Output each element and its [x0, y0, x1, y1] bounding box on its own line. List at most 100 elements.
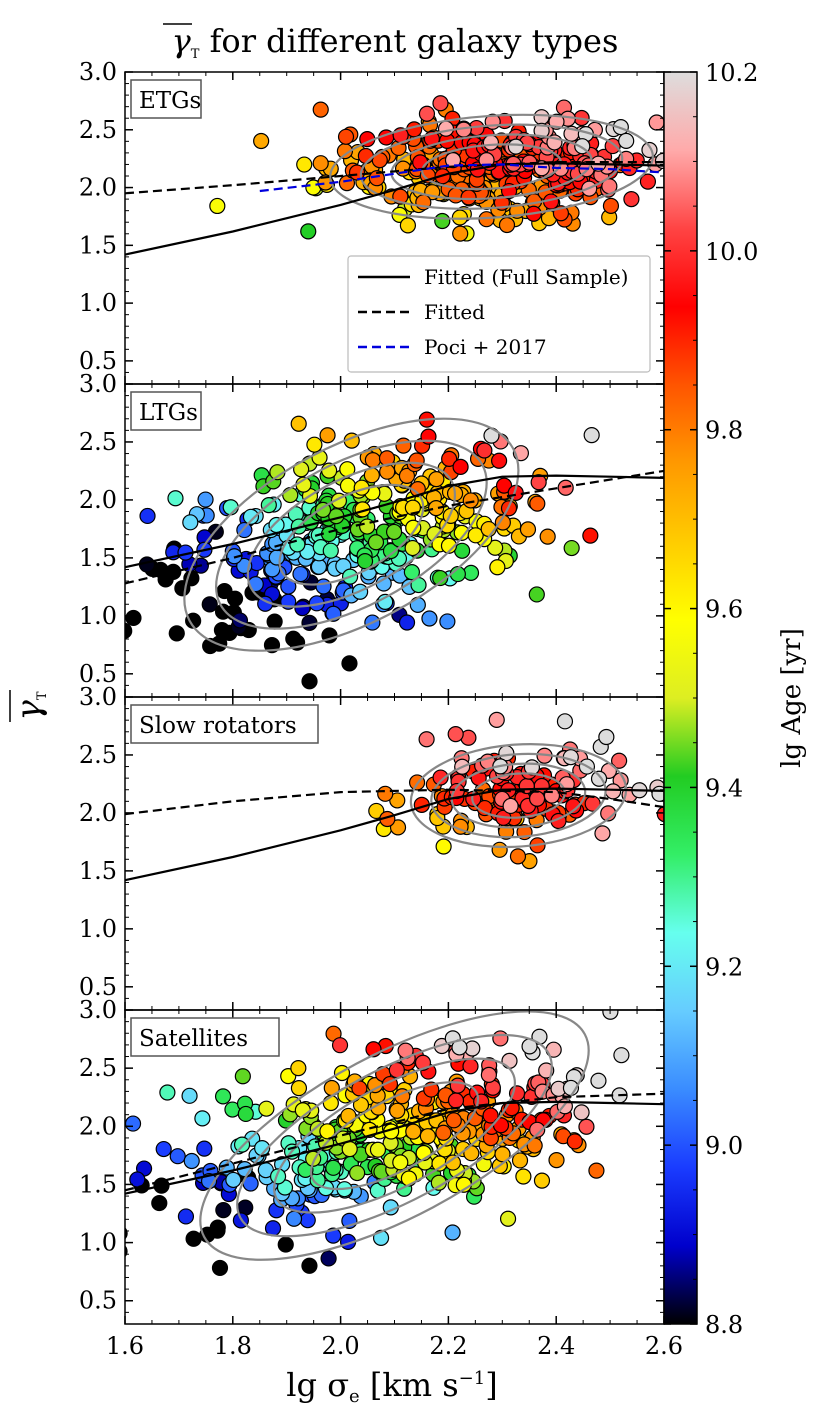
density-contour	[450, 762, 587, 829]
scatter-point	[349, 1164, 366, 1182]
scatter-point	[405, 1123, 422, 1140]
scatter-point	[310, 558, 328, 575]
colorbar-tick-label: 8.8	[705, 1311, 743, 1339]
y-tick-label: 2.0	[79, 1112, 117, 1140]
xlabel-exponent: −1	[459, 1368, 486, 1389]
scatter-point	[197, 491, 214, 508]
scatter-point	[482, 134, 500, 151]
scatter-point	[319, 1123, 336, 1140]
scatter-point	[209, 197, 226, 215]
scatter-point	[412, 154, 429, 171]
y-tick-label: 0.5	[79, 973, 117, 1001]
scatter-point	[196, 1140, 213, 1157]
scatter-point	[183, 1152, 200, 1170]
panel-label-box	[130, 1017, 280, 1057]
scatter-point	[444, 1224, 461, 1241]
scatter-point	[194, 1110, 211, 1127]
scatter-point	[398, 467, 416, 484]
scatter-point	[533, 122, 550, 139]
poci2017-line	[259, 163, 664, 193]
scatter-point	[482, 1107, 499, 1124]
scatter-point	[340, 1107, 357, 1125]
scatter-point	[301, 614, 318, 631]
legend-label: Fitted	[424, 300, 485, 324]
scatter-point	[565, 798, 582, 815]
scatter-point	[285, 630, 302, 647]
density-contour	[273, 1057, 516, 1214]
scatter-point	[408, 452, 425, 469]
density-contour	[409, 743, 628, 849]
scatter-point	[282, 486, 299, 504]
scatter-point	[211, 1259, 229, 1277]
scatter-point	[566, 1133, 583, 1150]
scatter-point	[367, 534, 385, 551]
colorbar-tick-label: 9.6	[705, 596, 743, 624]
scatter-point	[435, 838, 452, 855]
density-contour	[199, 1010, 590, 1261]
colorbar-tick-label: 10.0	[705, 238, 758, 266]
scatter-point	[385, 523, 403, 541]
scatter-point	[266, 613, 283, 630]
legend-label: Fitted (Full Sample)	[424, 265, 628, 289]
colorbar-tick-label: 9.8	[705, 417, 743, 445]
scatter-point	[209, 1219, 226, 1236]
density-contour	[309, 1081, 480, 1191]
scatter-point	[480, 1066, 497, 1083]
colorbar-tick-label: 9.2	[705, 953, 743, 981]
scatter-point	[185, 612, 202, 629]
fit-full-sample-line	[125, 1100, 664, 1195]
scatter-point	[167, 490, 184, 507]
scatter-point	[598, 728, 615, 746]
scatter-point	[539, 528, 556, 545]
ylabel-symbol: γ	[9, 700, 49, 721]
xlabel-text: lg σ	[286, 1366, 349, 1404]
scatter-point	[322, 542, 339, 559]
scatter-point	[529, 495, 546, 512]
scatter-point	[389, 819, 407, 836]
title-symbol: γ	[172, 22, 192, 60]
scatter-point	[491, 841, 508, 858]
scatter-point	[529, 790, 546, 807]
y-tick-label: 3.0	[79, 370, 117, 398]
scatter-point	[445, 1112, 462, 1129]
scatter-point	[618, 132, 635, 150]
scatter-point	[502, 797, 519, 815]
y-tick-label: 3.0	[79, 58, 117, 86]
density-contour	[329, 113, 654, 220]
y-tick-label: 0.5	[79, 347, 117, 375]
scatter-point	[125, 622, 133, 639]
panel-label-box	[130, 391, 202, 431]
ylabel-subscript: T	[35, 691, 50, 700]
scatter-point	[403, 564, 420, 581]
scatter-point	[452, 225, 469, 242]
scatter-point	[511, 1152, 529, 1169]
density-contour	[183, 417, 520, 652]
scatter-point	[63, 1139, 78, 1154]
scatter-point	[201, 596, 218, 613]
scatter-point	[418, 731, 435, 748]
scatter-point	[613, 1047, 630, 1064]
svg-text:γT: γT	[9, 691, 50, 720]
xlabel-units: [km s	[360, 1366, 459, 1404]
y-tick-label: 2.5	[79, 741, 117, 769]
scatter-point	[215, 1202, 232, 1219]
scatter-point	[489, 559, 506, 576]
scatter-point	[174, 580, 191, 597]
scatter-point	[656, 806, 664, 823]
panel-label: Slow rotators	[139, 713, 297, 739]
scatter-point	[258, 1100, 275, 1117]
scatter-point	[578, 1118, 595, 1135]
scatter-point	[533, 1172, 551, 1189]
scatter-point	[337, 128, 355, 145]
scatter-point	[467, 527, 484, 544]
scatter-point	[463, 1145, 480, 1162]
scatter-point	[428, 500, 445, 517]
x-tick-label: 1.8	[214, 1332, 252, 1360]
scatter-point	[139, 507, 156, 525]
scatter-point	[437, 120, 455, 137]
y-tick-label: 2.5	[79, 428, 117, 456]
scatter-point	[168, 625, 185, 642]
scatter-point	[339, 477, 357, 494]
scatter-point	[356, 553, 374, 570]
y-tick-label: 1.0	[79, 915, 117, 943]
